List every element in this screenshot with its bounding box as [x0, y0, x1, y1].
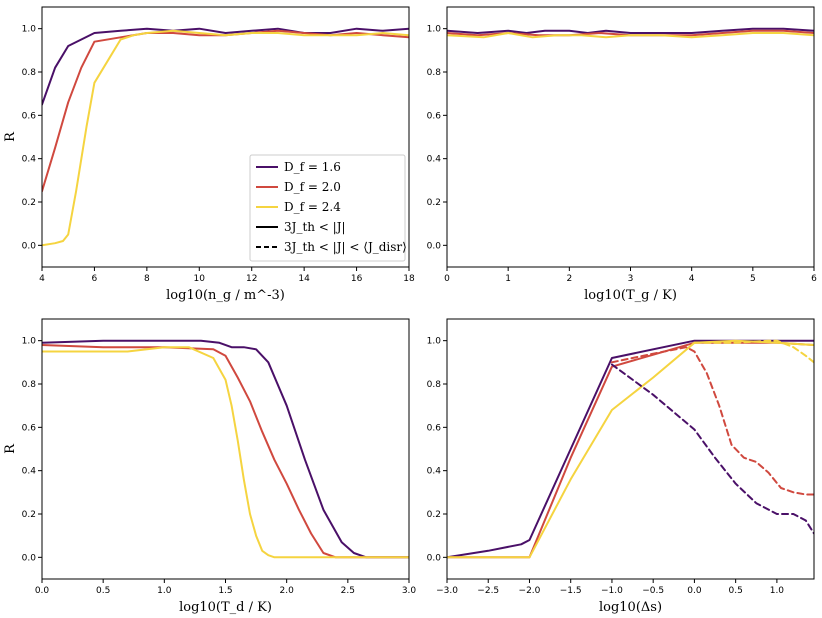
x-axis-label: log10(n_g / m^-3): [166, 288, 285, 303]
panel-top-left: 4 6 8 10 12 14 16 18 0.0 0.2 0.4 0.6 0.8 1.0 log10(n_g…: [3, 6, 415, 303]
legend-label-solid: 3J_th < |J|: [284, 220, 346, 234]
x-tick-label: 1.0: [157, 586, 172, 596]
x-tick-label: −2.0: [519, 586, 541, 596]
x-tick-label: 4: [689, 274, 695, 284]
x-tick-label: 0.0: [35, 586, 50, 596]
y-tick-label: 1.0: [22, 337, 37, 347]
x-tick-label: 16: [351, 274, 363, 284]
panel-bottom-left: 0.0 0.5 1.0 1.5 2.0 2.5 3.0 0.0 0.2 0.4 0.6 0.8 1.0 l…: [3, 318, 417, 615]
y-tick-label: 0.0: [22, 553, 37, 563]
x-tick-label: −0.5: [642, 586, 664, 596]
y-tick-label: 0.2: [427, 510, 441, 520]
x-tick-label: 10: [194, 274, 206, 284]
x-tick-label: 8: [144, 274, 150, 284]
y-tick-label: 0.4: [22, 467, 37, 477]
x-tick-label: 0.5: [728, 586, 742, 596]
legend-label-dashed: 3J_th < |J| < ⟨J_disr⟩: [284, 240, 407, 254]
series-group: [42, 27, 409, 247]
x-tick-label: 14: [298, 274, 310, 284]
series-group: [447, 339, 814, 559]
x-tick-label: 4: [39, 274, 45, 284]
panel-top-right: 0 1 2 3 4 5 6 0.0 0.2 0.4 0.6 0.8 1.0 log10(T_g / K): [427, 6, 817, 303]
y-tick-label: 0.0: [427, 241, 442, 251]
y-tick-label: 0.0: [22, 241, 37, 251]
series-line-2: [42, 29, 409, 247]
series-group: [42, 339, 409, 559]
series-line-2: [42, 346, 409, 559]
series-line-0: [447, 339, 814, 559]
y-tick-label: 1.0: [427, 25, 442, 35]
x-tick-label: −1.0: [601, 586, 623, 596]
x-tick-label: 3: [628, 274, 634, 284]
y-tick-label: 0.8: [22, 380, 37, 390]
legend: D_f = 1.6 D_f = 2.0 D_f = 2.4 3J_th < |J…: [249, 154, 407, 262]
series-line-1: [42, 344, 409, 559]
y-tick-label: 0.4: [22, 155, 37, 165]
y-tick-label: 0.8: [427, 380, 442, 390]
series-line-5: [693, 339, 814, 364]
legend-label-df24: D_f = 2.4: [284, 200, 341, 214]
x-tick-label: −2.5: [477, 586, 499, 596]
x-tick-label: 2.0: [280, 586, 295, 596]
x-tick-label: 18: [403, 274, 415, 284]
axes-frame: [41, 6, 410, 268]
x-axis-label: log10(T_g / K): [584, 288, 677, 303]
series-line-2: [447, 339, 814, 559]
y-tick-label: 0.8: [427, 68, 442, 78]
x-tick-label: 5: [750, 274, 756, 284]
axes-frame: [446, 6, 815, 268]
x-tick-label: 3.0: [402, 586, 417, 596]
x-tick-label: −1.5: [560, 586, 582, 596]
series-line-0: [42, 27, 409, 106]
x-axis-label: log10(Δs): [599, 600, 662, 615]
x-tick-label: 6: [92, 274, 98, 284]
y-axis-label: R: [3, 443, 18, 454]
y-tick-label: 0.6: [22, 423, 37, 433]
x-tick-label: 1: [505, 274, 511, 284]
x-tick-label: −3.0: [436, 586, 458, 596]
y-tick-label: 0.6: [427, 111, 442, 121]
axes-frame: [446, 318, 815, 580]
x-tick-label: 2: [566, 274, 572, 284]
y-tick-label: 0.4: [427, 155, 442, 165]
x-tick-label: 12: [246, 274, 257, 284]
y-tick-label: 0.2: [22, 510, 36, 520]
series-line-0: [42, 339, 409, 559]
series-group: [447, 27, 814, 39]
y-tick-label: 0.0: [427, 553, 442, 563]
series-line-1: [447, 341, 814, 559]
x-tick-label: 0: [444, 274, 450, 284]
y-tick-label: 1.0: [427, 337, 442, 347]
x-tick-label: 2.5: [341, 586, 355, 596]
y-tick-label: 0.2: [22, 198, 36, 208]
y-tick-label: 1.0: [22, 25, 37, 35]
x-tick-label: 0.5: [96, 586, 110, 596]
panel-bottom-right: −3.0 −2.5 −2.0 −1.5 −1.0 −0.5 0.0 0.5 1.0 0.0 0.2 0…: [427, 318, 815, 615]
x-tick-label: 0.0: [687, 586, 702, 596]
y-tick-label: 0.6: [22, 111, 37, 121]
y-tick-label: 0.4: [427, 467, 442, 477]
series-line-3: [610, 363, 814, 535]
series-line-4: [610, 346, 814, 496]
y-tick-label: 0.6: [427, 423, 442, 433]
x-tick-label: 1.0: [770, 586, 785, 596]
y-axis-label: R: [3, 131, 18, 142]
y-tick-label: 0.2: [427, 198, 441, 208]
x-axis-label: log10(T_d / K): [179, 600, 272, 615]
legend-label-df16: D_f = 1.6: [284, 160, 341, 174]
x-tick-label: 6: [811, 274, 817, 284]
legend-label-df20: D_f = 2.0: [284, 180, 341, 194]
legend-box: [249, 154, 406, 262]
axes-frame: [41, 318, 410, 580]
x-tick-label: 1.5: [218, 586, 232, 596]
y-tick-label: 0.8: [22, 68, 37, 78]
series-line-2: [447, 32, 814, 39]
series-line-0: [447, 27, 814, 34]
